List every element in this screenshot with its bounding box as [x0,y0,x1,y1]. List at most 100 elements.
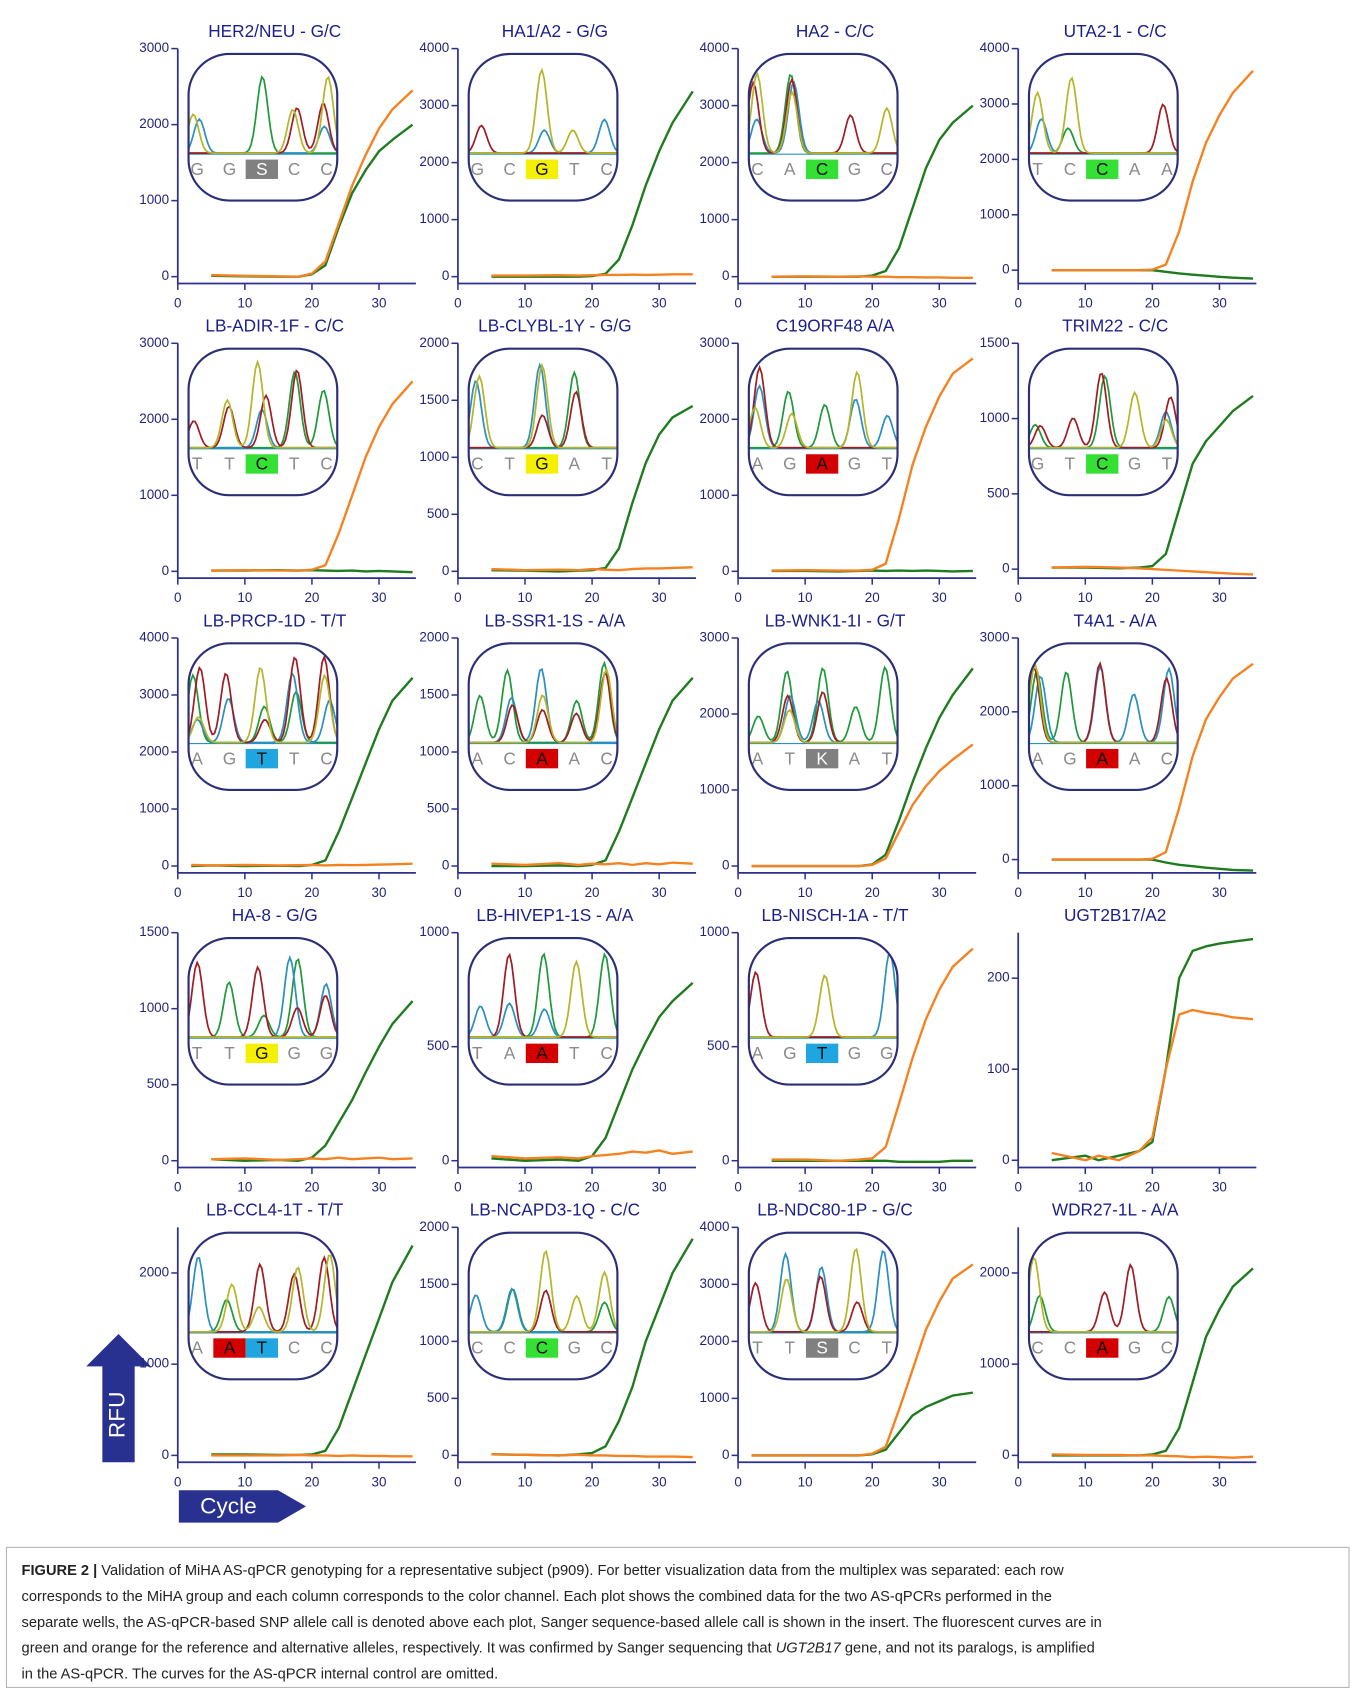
chart-title: LB-SSR1-1S - A/A [485,610,626,630]
x-tick-label: 0 [174,1474,181,1489]
base-call: G [535,454,548,474]
base-call: G [880,1043,893,1063]
chart-title: LB-ADIR-1F - C/C [205,316,344,336]
base-call: A [504,1043,516,1063]
data-line [211,1158,412,1160]
x-tick-label: 30 [372,1180,387,1195]
x-tick-label: 0 [454,885,461,900]
base-call: A [191,748,203,768]
trace [749,74,898,153]
x-tick-label: 0 [454,1180,461,1195]
x-tick-label: 0 [734,885,741,900]
chart-title: LB-WNK1-1I - G/T [765,610,906,630]
x-tick-label: 0 [174,885,181,900]
x-tick-label: 10 [237,1474,252,1489]
y-tick-label: 1000 [139,192,169,207]
y-tick-label: 2000 [419,1219,449,1234]
chromatogram: AGAAC [1029,664,1178,769]
chart-title: TRIM22 - C/C [1062,316,1168,336]
x-tick-label: 10 [237,590,252,605]
y-tick-label: 500 [427,1390,449,1405]
y-tick-label: 0 [1002,1447,1009,1462]
base-call: T [569,1043,580,1063]
y-tick-label: 500 [427,801,449,816]
page: RFU Cycle HER2/NEU - G/C0100020003000010… [0,0,1363,1694]
y-tick-label: 0 [1002,1152,1009,1167]
x-tick-label: 10 [237,296,252,311]
y-tick-label: 3000 [419,97,449,112]
base-call: C [600,159,612,179]
base-call: C [320,159,332,179]
base-call: C [600,748,612,768]
trace [749,976,898,1038]
x-tick-label: 20 [304,885,319,900]
chromatogram: CACGC [749,74,898,179]
caption-line: separate wells, the AS-qPCR-based SNP al… [22,1615,1102,1631]
x-tick-label: 10 [798,885,813,900]
x-tick-label: 20 [585,885,600,900]
x-tick-label: 0 [1014,1180,1021,1195]
base-call: G [287,1043,300,1063]
x-tick-label: 0 [1014,296,1021,311]
base-call: A [1129,159,1141,179]
data-line [772,276,973,277]
x-tick-label: 20 [865,590,880,605]
base-call: C [816,159,828,179]
x-tick-label: 30 [1212,1474,1227,1489]
base-call: A [191,1338,203,1358]
trace [749,1251,898,1332]
y-tick-label: 3000 [139,40,169,55]
trace [189,1258,338,1332]
y-tick-label: 0 [722,858,729,873]
x-tick-label: 30 [932,885,947,900]
data-line [491,91,692,276]
y-tick-label: 500 [427,506,449,521]
x-tick-label: 10 [237,885,252,900]
base-call: G [568,1338,581,1358]
base-call: C [881,159,893,179]
x-tick-label: 30 [932,1474,947,1489]
y-axis-label: RFU [104,1392,129,1438]
base-call: G [1128,1338,1141,1358]
base-call: A [472,748,484,768]
trace [469,962,618,1038]
base-call: T [752,1338,763,1358]
x-tick-label: 30 [652,590,667,605]
y-tick-label: 4000 [700,40,730,55]
base-call: C [503,748,515,768]
trace [749,696,898,742]
x-tick-label: 30 [1212,885,1227,900]
chart-title: LB-NCAPD3-1Q - C/C [470,1200,640,1220]
data-line [1052,1010,1253,1160]
y-tick-label: 1000 [139,1000,169,1015]
y-tick-label: 1000 [700,487,730,502]
y-tick-label: 2000 [700,154,730,169]
y-tick-label: 2000 [139,411,169,426]
y-tick-label: 0 [442,563,449,578]
x-tick-label: 10 [1078,296,1093,311]
base-call: T [289,454,300,474]
x-tick-label: 10 [1078,1180,1093,1195]
base-call: C [320,454,332,474]
data-line [491,567,692,570]
base-call: A [1097,1338,1109,1358]
y-tick-label: 500 [707,1038,729,1053]
chromatogram: CCAGC [1029,1258,1178,1358]
y-tick-label: 1500 [980,335,1010,350]
base-call: A [536,1043,548,1063]
y-tick-label: 1000 [700,1390,730,1405]
y-tick-label: 500 [147,1076,169,1091]
x-tick-label: 10 [798,296,813,311]
y-tick-label: 0 [162,1152,169,1167]
x-tick-label: 30 [652,296,667,311]
base-call: S [256,159,268,179]
x-tick-label: 30 [372,296,387,311]
base-call: A [569,748,581,768]
x-tick-label: 30 [932,1180,947,1195]
x-tick-label: 30 [652,885,667,900]
x-tick-label: 20 [865,885,880,900]
chart-title: T4A1 - A/A [1074,610,1158,630]
y-tick-label: 0 [442,268,449,283]
base-call: T [569,159,580,179]
